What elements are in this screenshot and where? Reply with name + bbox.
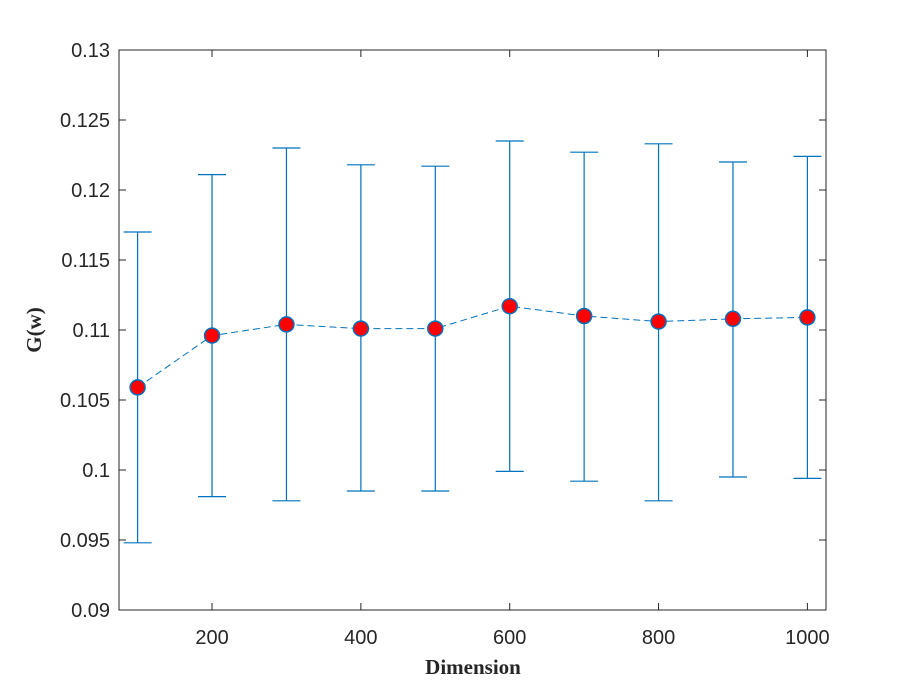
data-point <box>724 310 742 328</box>
series-line <box>137 305 808 388</box>
y-tick-label: 0.115 <box>61 250 110 272</box>
axes-box <box>118 49 827 611</box>
y-tick-label: 0.13 <box>71 40 110 62</box>
y-tick-label: 0.125 <box>60 110 110 132</box>
data-point <box>203 327 221 344</box>
data-point <box>650 313 667 330</box>
x-tick-label: 1000 <box>785 627 830 649</box>
y-tick-label: 0.095 <box>60 530 110 552</box>
y-tick-label: 0.1 <box>82 460 110 482</box>
data-point <box>575 307 593 325</box>
y-axis-label: G(w) <box>22 307 46 353</box>
y-tick-label: 0.105 <box>60 390 110 412</box>
y-tick-label: 0.11 <box>73 320 110 342</box>
y-tick-label: 0.12 <box>71 180 110 202</box>
data-point <box>129 379 146 396</box>
data-point <box>501 297 518 315</box>
x-tick-label: 600 <box>493 627 526 649</box>
y-tick-label: 0.09 <box>71 600 110 622</box>
data-point <box>427 320 444 337</box>
data-point <box>352 320 370 337</box>
x-axis-label: Dimension <box>425 655 521 679</box>
x-tick-label: 200 <box>195 627 228 649</box>
data-point <box>799 309 816 326</box>
x-tick-label: 800 <box>642 627 675 649</box>
data-point <box>278 316 295 333</box>
x-tick-label: 400 <box>344 627 377 649</box>
